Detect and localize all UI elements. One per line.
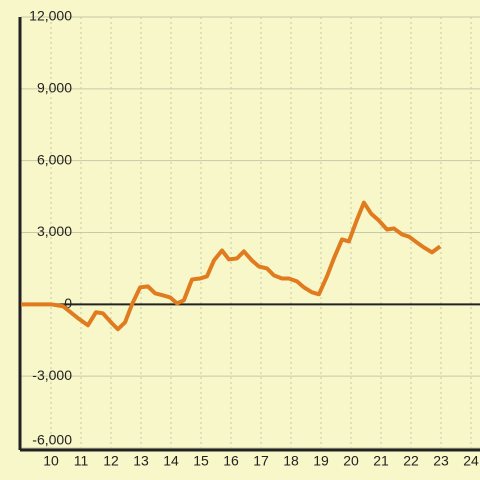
x-tick-label: 22: [403, 453, 419, 469]
x-tick-label: 15: [193, 453, 209, 469]
x-tick-label: 11: [74, 453, 89, 469]
x-tick-label: 10: [43, 453, 59, 469]
data-line: [21, 200, 442, 332]
y-tick-label: -3,000: [32, 367, 72, 383]
y-tick-label: -6,000: [32, 432, 72, 448]
x-tick-label: 18: [283, 453, 299, 469]
x-tick-label: 21: [373, 453, 389, 469]
x-tick-label: 13: [133, 453, 149, 469]
y-tick-label: 0: [64, 295, 72, 311]
x-tick-label: 23: [433, 453, 449, 469]
x-tick-label: 20: [343, 453, 359, 469]
x-tick-label: 12: [103, 453, 119, 469]
x-tick-label: 16: [223, 453, 239, 469]
x-tick-label: 17: [253, 453, 269, 469]
y-tick-label: 12,000: [29, 8, 72, 24]
x-tick-label: 19: [313, 453, 329, 469]
x-tick-label: 14: [163, 453, 179, 469]
x-tick-label: 24: [463, 453, 479, 469]
y-tick-label: 9,000: [37, 80, 72, 96]
y-tick-label: 6,000: [37, 151, 72, 167]
y-tick-label: 3,000: [37, 223, 72, 239]
